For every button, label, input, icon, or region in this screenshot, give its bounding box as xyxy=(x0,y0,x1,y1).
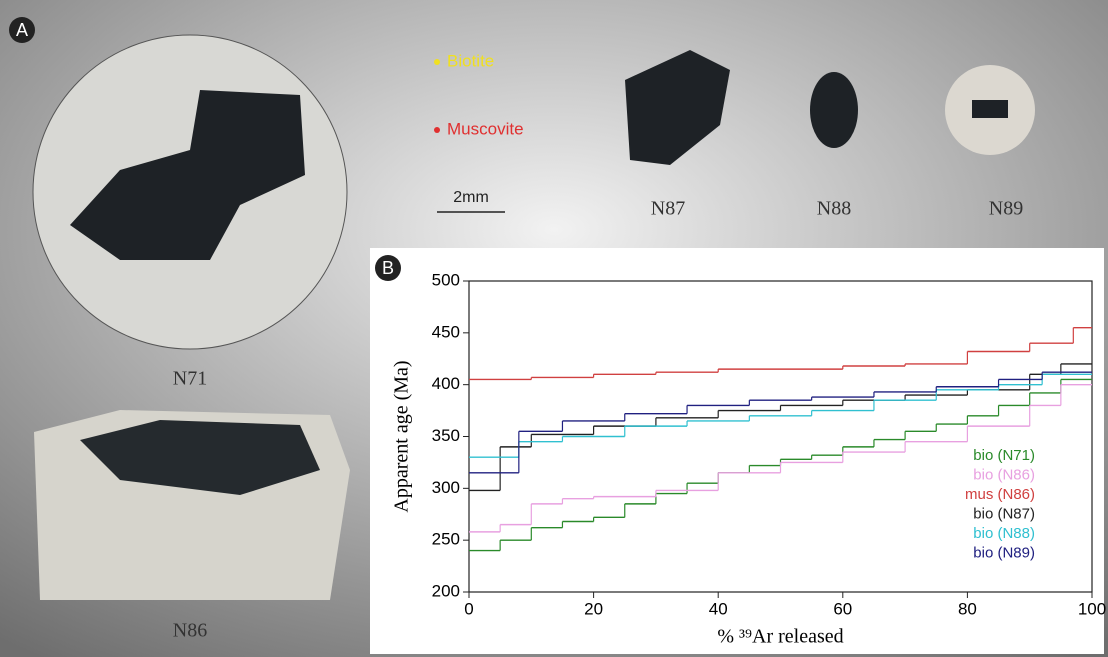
x-tick-label: 60 xyxy=(833,599,852,618)
legend-entry: bio (N87) xyxy=(973,505,1035,522)
x-axis-label: % ³⁹Ar released xyxy=(717,626,843,648)
sample-label: N71 xyxy=(173,368,207,390)
y-tick-label: 250 xyxy=(432,530,460,549)
x-tick-label: 20 xyxy=(584,599,603,618)
y-tick-label: 400 xyxy=(432,374,460,393)
y-tick-label: 450 xyxy=(432,322,460,341)
grain-n88 xyxy=(810,72,858,148)
x-tick-label: 80 xyxy=(958,599,977,618)
legend-entry: bio (N71) xyxy=(973,447,1035,464)
legend-entry: mus (N86) xyxy=(965,486,1035,503)
y-tick-label: 500 xyxy=(432,270,460,289)
y-tick-label: 350 xyxy=(432,426,460,445)
panel-badge xyxy=(9,17,35,43)
grain-n87 xyxy=(625,50,730,165)
y-axis-label: Apparent age (Ma) xyxy=(391,360,413,512)
sample-label: N86 xyxy=(173,620,207,642)
legend-entry: bio (N89) xyxy=(973,544,1035,561)
y-tick-label: 200 xyxy=(432,581,460,600)
legend-text: Muscovite xyxy=(447,119,524,138)
panel-label: A xyxy=(16,20,28,40)
legend-entry: bio (N86) xyxy=(973,466,1035,483)
y-tick-label: 300 xyxy=(432,478,460,497)
plot: 200 250 300 350 400 450 500 0 20 40 60 80 100 % ³⁹Ar … xyxy=(391,270,1107,647)
grain-n89 xyxy=(972,100,1008,118)
biotite-grain xyxy=(80,420,320,495)
panel-b xyxy=(370,248,1104,654)
panel-badge xyxy=(375,255,401,281)
sample-label: N87 xyxy=(651,198,685,220)
legend-dot xyxy=(434,59,440,65)
sample-label: N88 xyxy=(817,198,851,220)
biotite-grain xyxy=(70,90,305,260)
legend-dot xyxy=(434,127,440,133)
scale-label: 2mm xyxy=(453,189,489,206)
panel-label: B xyxy=(382,258,394,278)
x-tick-label: 40 xyxy=(709,599,728,618)
legend-entry: bio (N88) xyxy=(973,525,1035,542)
legend-text: Biotite xyxy=(447,51,494,70)
sample-label: N89 xyxy=(989,198,1023,220)
x-tick-label: 100 xyxy=(1078,599,1106,618)
x-tick-label: 0 xyxy=(464,599,473,618)
